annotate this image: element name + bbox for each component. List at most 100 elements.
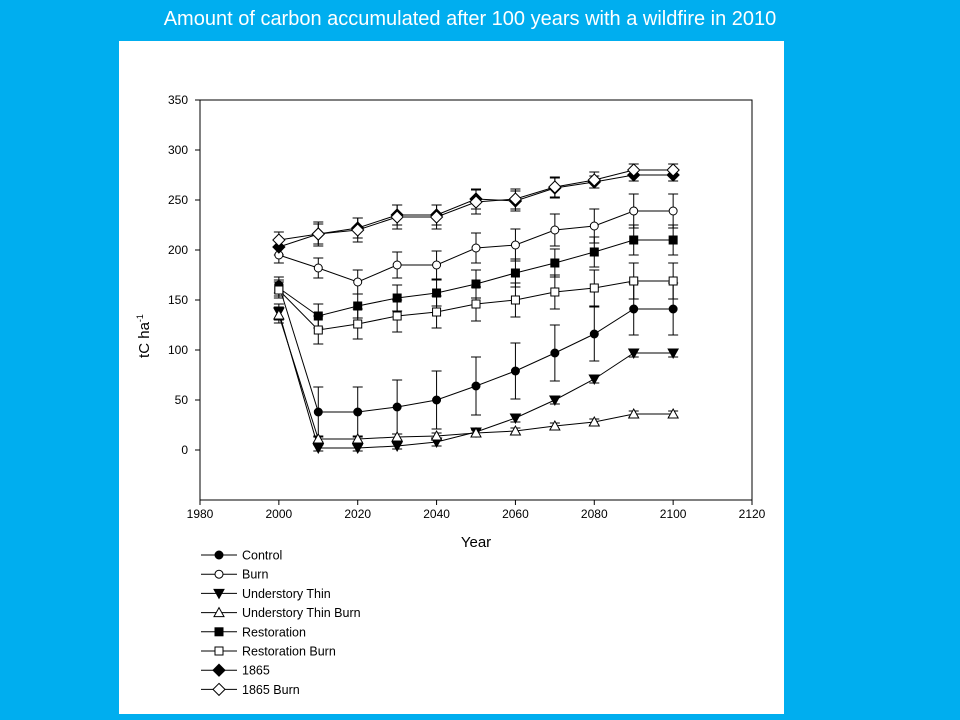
legend-item-control: Control — [201, 549, 282, 563]
x-tick-label-2120: 2120 — [739, 507, 766, 521]
data-point-understory-thin-2020 — [351, 443, 364, 455]
data-point-understory-thin-2070 — [549, 395, 561, 407]
y-axis-title: tC ha-1 — [135, 314, 153, 358]
data-point-understory-thin-burn-2020 — [351, 432, 364, 444]
data-point-restoration-2040 — [432, 288, 442, 298]
data-point-1865-2000 — [272, 240, 286, 254]
data-point-understory-thin-2030 — [391, 441, 403, 453]
y-tick-label-150: 150 — [168, 293, 188, 307]
y-tick-label-350: 350 — [168, 93, 188, 107]
data-point-restoration-2060 — [510, 268, 520, 278]
data-point-understory-thin-2010 — [312, 443, 325, 455]
y-tick-label-200: 200 — [168, 243, 188, 257]
legend-marker-control — [214, 550, 224, 560]
data-point-burn-2070 — [550, 225, 560, 235]
legend-marker-restoration — [214, 627, 224, 637]
data-point-understory-thin-burn-2010 — [312, 432, 325, 444]
data-point-restoration-burn-2030 — [392, 311, 402, 321]
data-point-restoration-burn-2100 — [668, 276, 678, 286]
x-tick-label-2060: 2060 — [502, 507, 529, 521]
legend-item-restoration-burn: Restoration Burn — [201, 645, 336, 659]
x-tick-label-2100: 2100 — [660, 507, 687, 521]
legend-item-1865-burn: 1865 Burn — [201, 682, 300, 697]
data-point-understory-thin-2080 — [588, 374, 601, 386]
y-axis-title-main: tC ha — [136, 321, 153, 358]
data-point-understory-thin-burn-2040 — [430, 429, 443, 441]
data-point-understory-thin-2090 — [627, 348, 640, 360]
data-point-1865-burn-2060 — [508, 192, 523, 206]
legend: Control Burn Understory Thin Understory Thi… — [201, 549, 361, 697]
legend-item-understory-thin-burn: Understory Thin Burn — [201, 606, 361, 620]
data-point-burn-2050 — [471, 243, 481, 253]
legend-marker-1865-burn — [212, 682, 226, 697]
legend-item-understory-thin: Understory Thin — [201, 587, 331, 601]
x-axis-title: Year — [461, 534, 491, 551]
data-point-restoration-burn-2080 — [589, 283, 599, 293]
data-point-restoration-2090 — [629, 235, 639, 245]
data-point-1865-burn-2070 — [548, 180, 562, 194]
data-point-1865-burn-2010 — [311, 227, 325, 241]
data-point-burn-2090 — [629, 206, 639, 216]
legend-label-1865-burn: 1865 Burn — [242, 683, 300, 697]
data-point-understory-thin-burn-2070 — [549, 419, 561, 431]
data-point-control-2060 — [510, 366, 520, 376]
data-point-burn-2060 — [510, 240, 520, 250]
legend-marker-understory-thin-burn — [213, 606, 225, 618]
data-point-control-2050 — [471, 381, 481, 391]
data-point-restoration-2030 — [392, 293, 402, 303]
data-point-control-2080 — [589, 329, 599, 339]
legend-marker-1865 — [212, 663, 226, 677]
legend-label-burn: Burn — [242, 568, 268, 582]
data-point-burn-2040 — [432, 260, 442, 270]
data-point-burn-2020 — [353, 277, 363, 287]
x-tick-label-2020: 2020 — [344, 507, 371, 521]
legend-label-understory-thin-burn: Understory Thin Burn — [242, 606, 361, 620]
legend-label-restoration-burn: Restoration Burn — [242, 645, 336, 659]
data-point-burn-2010 — [313, 263, 323, 273]
data-point-restoration-burn-2040 — [432, 307, 442, 317]
data-point-1865-burn-2080 — [587, 173, 601, 187]
data-point-understory-thin-burn-2050 — [470, 426, 482, 438]
legend-marker-restoration-burn — [214, 646, 224, 656]
y-tick-label-50: 50 — [175, 393, 189, 407]
data-point-1865-burn-2090 — [627, 163, 641, 177]
x-tick-label-2040: 2040 — [423, 507, 450, 521]
data-point-restoration-2010 — [313, 311, 323, 321]
data-point-burn-2030 — [392, 260, 402, 270]
legend-item-1865: 1865 — [201, 663, 270, 678]
data-point-control-2070 — [550, 348, 560, 358]
x-tick-label-2080: 2080 — [581, 507, 608, 521]
data-point-control-2100 — [668, 304, 678, 314]
data-point-restoration-burn-2060 — [510, 295, 520, 305]
data-point-understory-thin-burn-2030 — [391, 430, 403, 442]
legend-label-1865: 1865 — [242, 664, 270, 678]
data-point-1865-burn-2020 — [351, 223, 365, 237]
data-point-restoration-2070 — [550, 258, 560, 268]
data-point-burn-2100 — [668, 206, 678, 216]
data-point-control-2090 — [629, 304, 639, 314]
data-point-understory-thin-2100 — [667, 348, 679, 360]
data-point-1865-burn-2000 — [272, 233, 286, 247]
data-point-1865-burn-2050 — [469, 195, 483, 209]
y-tick-label-0: 0 — [181, 443, 188, 457]
data-point-restoration-2100 — [668, 235, 678, 245]
x-tick-label-2000: 2000 — [266, 507, 293, 521]
legend-item-burn: Burn — [201, 568, 268, 582]
axes-layer: 1980 2000 2020 2040 2060 2080 2100 2120 0 50 100 15… — [168, 93, 766, 521]
x-tick-label-1980: 1980 — [187, 507, 214, 521]
data-point-restoration-burn-2070 — [550, 287, 560, 297]
data-point-understory-thin-burn-2100 — [667, 407, 679, 419]
chart-svg: 1980 2000 2020 2040 2060 2080 2100 2120 0 50 100 15… — [135, 93, 766, 697]
data-point-1865-burn-2100 — [666, 163, 680, 177]
legend-marker-burn — [214, 569, 224, 579]
y-axis-title-superscript: -1 — [135, 314, 145, 322]
legend-label-understory-thin: Understory Thin — [242, 587, 331, 601]
y-tick-label-250: 250 — [168, 193, 188, 207]
data-point-control-2040 — [432, 395, 442, 405]
data-point-restoration-burn-2020 — [353, 319, 363, 329]
data-point-control-2010 — [313, 407, 323, 417]
data-point-control-2020 — [353, 407, 363, 417]
slide-title: Amount of carbon accumulated after 100 y… — [163, 8, 777, 30]
data-point-restoration-2050 — [471, 279, 481, 289]
chart-panel: 1980 2000 2020 2040 2060 2080 2100 2120 0 50 100 15… — [119, 41, 784, 714]
